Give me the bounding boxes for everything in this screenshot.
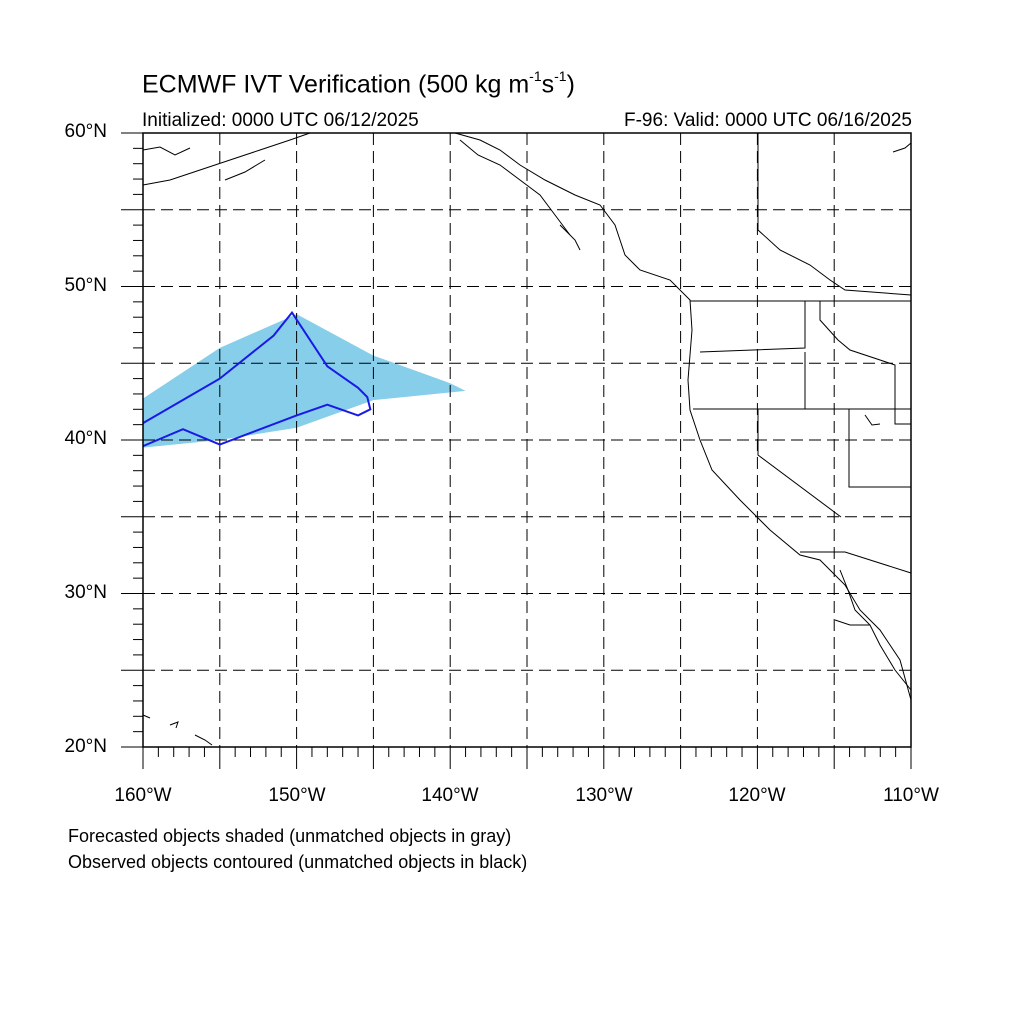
- title-exponent-1: -1: [529, 68, 542, 84]
- initialized-label: Initialized: 0000 UTC 06/12/2025: [142, 110, 419, 131]
- title-exponent-2: -1: [554, 68, 567, 84]
- lon-label-150w: 150°W: [268, 785, 326, 806]
- lat-label-50n: 50°N: [64, 275, 107, 296]
- lon-label-130w: 130°W: [575, 785, 633, 806]
- observed-contour-note: Observed objects contoured (unmatched ob…: [68, 852, 528, 872]
- lon-label-120w: 120°W: [728, 785, 786, 806]
- title-end: ): [566, 70, 575, 99]
- axis-ticks: [121, 132, 912, 769]
- graticule: [143, 133, 911, 747]
- observed-object-contour: [142, 310, 372, 448]
- lat-label-40n: 40°N: [64, 428, 107, 449]
- valid-time-label: F-96: Valid: 0000 UTC 06/16/2025: [624, 110, 912, 131]
- title-main: ECMWF IVT Verification (500 kg m: [142, 70, 530, 99]
- lon-label-140w: 140°W: [421, 785, 479, 806]
- lat-label-20n: 20°N: [64, 736, 107, 757]
- coastline-and-borders: [142, 132, 912, 746]
- title-mid: s: [541, 70, 555, 99]
- lon-label-160w: 160°W: [114, 785, 172, 806]
- chart-title: ECMWF IVT Verification (500 kg m-1s-1): [142, 68, 575, 99]
- forecast-object-shading: [143, 314, 466, 448]
- forecast-object-layer: [143, 314, 466, 448]
- forecast-shading-note: Forecasted objects shaded (unmatched obj…: [68, 826, 512, 846]
- observed-object-layer: [142, 310, 372, 448]
- lat-label-30n: 30°N: [64, 582, 107, 603]
- lat-label-60n: 60°N: [64, 121, 107, 142]
- lon-label-110w: 110°W: [883, 785, 939, 806]
